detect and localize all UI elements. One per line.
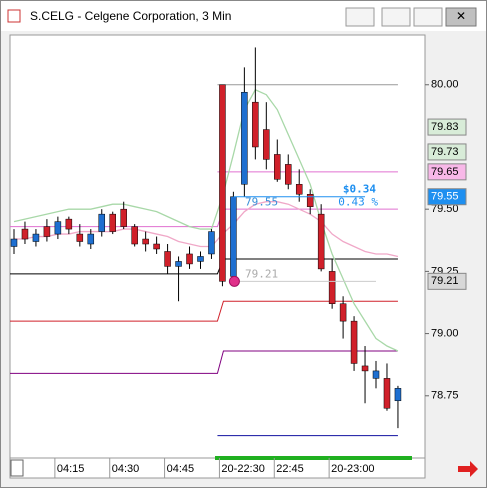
- price-label: 79.65: [431, 166, 459, 178]
- app-icon: [7, 9, 21, 23]
- candle-body: [197, 256, 204, 262]
- price-label-box: [427, 118, 467, 136]
- y-tick-label: 80.00: [431, 79, 459, 91]
- x-tick-label: 20-23:00: [331, 463, 374, 475]
- window-title: S.CELG - Celgene Corporation, 3 Min: [30, 9, 231, 23]
- candle-body: [186, 253, 193, 265]
- price-label-box: [427, 143, 467, 161]
- x-tick-label: 04:30: [112, 463, 140, 475]
- last-value: 79.55: [245, 196, 278, 209]
- candle-body: [241, 91, 248, 185]
- candle-body: [153, 243, 160, 250]
- candle-body: [285, 164, 292, 185]
- candle-body: [54, 221, 62, 235]
- candle-body: [252, 101, 259, 148]
- scroll-arrow[interactable]: [458, 461, 478, 477]
- candle-body: [109, 213, 116, 232]
- candle-body: [87, 233, 95, 245]
- candle-body: [230, 196, 237, 277]
- x-tick-label: 04:15: [57, 463, 85, 475]
- price-label: 79.83: [431, 121, 459, 133]
- y-tick-label: 79.50: [431, 203, 459, 215]
- candle-body: [306, 193, 314, 207]
- candle-body: [32, 233, 40, 242]
- candle-body: [219, 84, 226, 282]
- candle-body: [175, 261, 182, 267]
- scroll-box[interactable]: [10, 459, 24, 477]
- candle-body: [394, 388, 402, 402]
- change-pct: 0.43 %: [338, 196, 378, 209]
- candle-body: [142, 238, 149, 245]
- price-label: 79.55: [431, 191, 459, 203]
- candle-body: [208, 231, 215, 255]
- close-icon: ✕: [456, 9, 466, 23]
- price-label: 79.21: [431, 275, 459, 287]
- candle-body: [339, 303, 347, 322]
- candle-body: [10, 238, 18, 247]
- x-tick-label: 04:45: [167, 463, 195, 475]
- candle-body: [317, 213, 325, 270]
- candle-body: [274, 154, 281, 180]
- candle-body: [131, 226, 138, 245]
- candle-body: [372, 370, 380, 379]
- candle-body: [120, 208, 127, 227]
- candle-body: [263, 129, 270, 160]
- candle-body: [43, 226, 51, 237]
- marker-value: 79.21: [245, 267, 278, 280]
- candle-body: [383, 378, 391, 409]
- price-label-box: [427, 188, 467, 206]
- level-line: [10, 350, 398, 374]
- maximize-button[interactable]: [413, 7, 443, 27]
- price-label: 79.73: [431, 146, 459, 158]
- link-button[interactable]: [345, 7, 375, 27]
- candle-body: [164, 251, 171, 267]
- candle-body: [65, 218, 73, 230]
- y-tick-label: 78.75: [431, 390, 459, 402]
- x-tick-label: 22:45: [276, 463, 304, 475]
- candle-body: [98, 213, 106, 232]
- change: $0.34: [343, 183, 376, 196]
- candle-body: [361, 365, 369, 372]
- y-tick-label: 79.00: [431, 327, 459, 339]
- candle-body: [76, 233, 84, 242]
- indicator-line: [14, 201, 399, 258]
- level-line: [10, 300, 398, 322]
- marker-star: [228, 275, 240, 287]
- candle-body: [350, 320, 358, 364]
- indicator-line: [13, 88, 399, 352]
- candle-body: [295, 184, 303, 195]
- plot-area: [9, 34, 426, 459]
- session-bar: [215, 456, 412, 460]
- close-button[interactable]: [445, 7, 477, 27]
- x-tick-label: 20-22:30: [221, 463, 264, 475]
- minimize-button[interactable]: [381, 7, 411, 27]
- candle-body: [328, 271, 336, 304]
- candle-body: [21, 228, 29, 240]
- price-label-box: [427, 272, 467, 290]
- price-label-box: [427, 163, 467, 181]
